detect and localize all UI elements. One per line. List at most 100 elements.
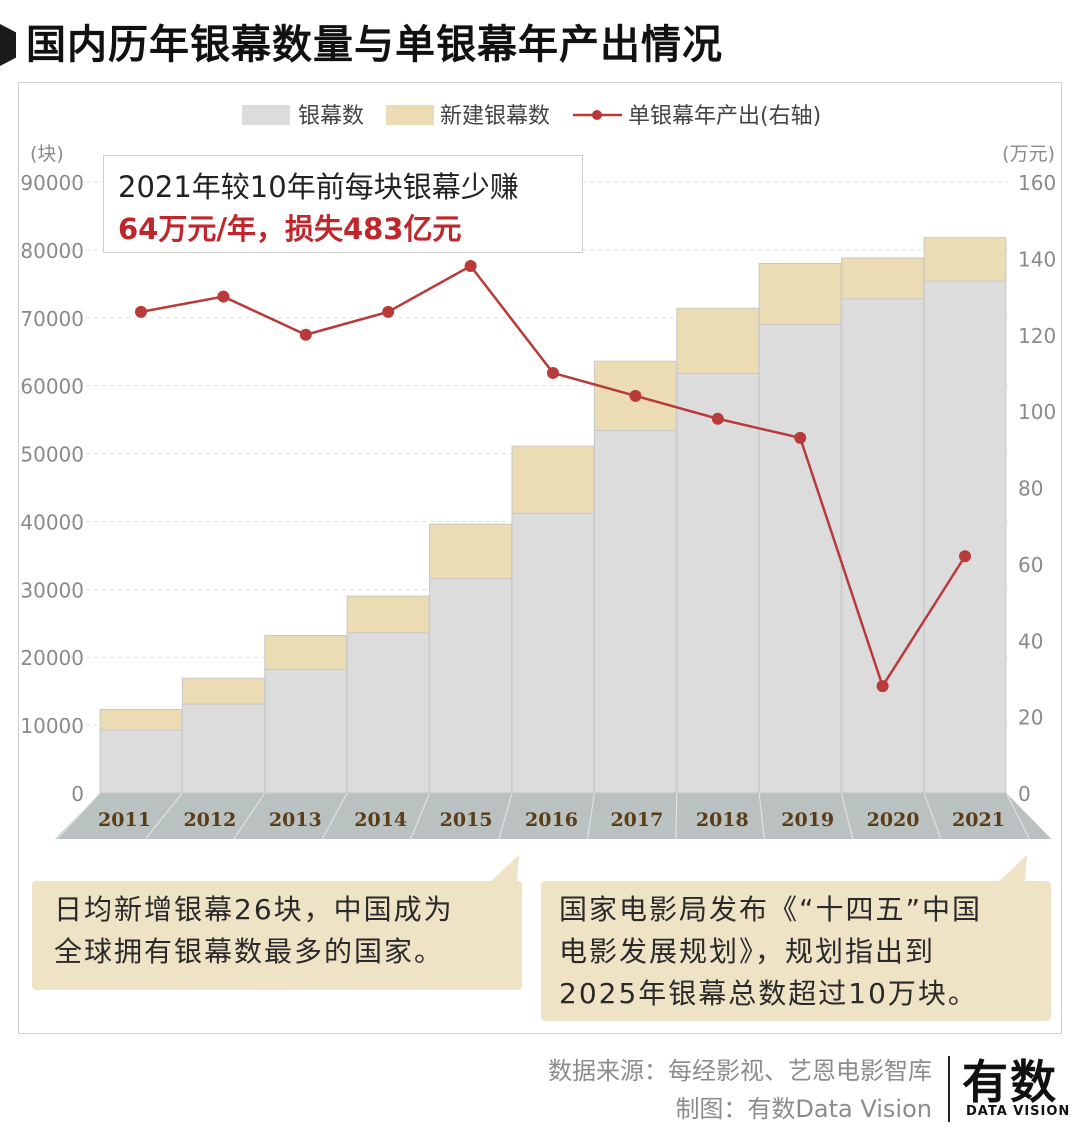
output-point xyxy=(629,389,642,402)
left-tick-label: 90000 xyxy=(20,171,84,195)
left-tick-label: 30000 xyxy=(20,578,84,602)
category-label: 2017 xyxy=(610,809,663,831)
bar-screens xyxy=(923,280,1007,794)
page-title: 国内历年银幕数量与单银幕年产出情况 xyxy=(26,22,723,68)
bar-screens xyxy=(676,372,760,794)
callout-highlight: 64万元/年，损失483亿元 xyxy=(118,212,462,246)
legend-marker-output xyxy=(592,110,602,120)
bar-screens xyxy=(593,429,677,794)
output-point xyxy=(299,328,312,341)
right-axis-unit: (万元) xyxy=(1002,143,1055,165)
logo-divider xyxy=(948,1056,950,1122)
ground-divider xyxy=(498,792,513,840)
bars xyxy=(99,237,1007,794)
note-left-line: 全球拥有银幕数最多的国家。 xyxy=(54,935,445,968)
axes: 0 10000 20000 30000 40000 50000 60000 70000 8000… xyxy=(20,143,1056,806)
ground-divider xyxy=(586,792,595,840)
left-tick-label: 60000 xyxy=(20,375,84,399)
bar-screens xyxy=(264,668,348,794)
category-label: 2015 xyxy=(440,809,493,831)
category-label: 2011 xyxy=(98,809,151,831)
bar-new-screens xyxy=(758,262,842,326)
bar-new-screens xyxy=(511,445,595,514)
ground-divider xyxy=(923,792,942,840)
ground-divider xyxy=(145,792,183,840)
left-tick-label: 80000 xyxy=(20,239,84,263)
header: 国内历年银幕数量与单银幕年产出情况 xyxy=(0,0,1080,80)
ground-divider xyxy=(675,792,678,840)
brand-logo: 有数 xyxy=(962,1055,1058,1109)
left-tick-label: 40000 xyxy=(20,510,84,534)
output-point xyxy=(876,680,889,693)
callout-text: 2021年较10年前每块银幕少赚 xyxy=(118,170,519,204)
ground-divider xyxy=(321,792,348,840)
credit-text: 制图：有数Data Vision xyxy=(675,1095,932,1123)
output-point xyxy=(217,290,230,303)
bar-new-screens xyxy=(346,595,430,634)
right-tick-label: 20 xyxy=(1018,706,1043,730)
output-point xyxy=(711,412,724,425)
ground-divider xyxy=(56,792,101,840)
bar-new-screens xyxy=(429,523,513,579)
bar-new-screens xyxy=(264,634,348,670)
bar-new-screens xyxy=(99,708,183,731)
ground-divider xyxy=(233,792,266,840)
legend-label-output: 单银幕年产出(右轴) xyxy=(628,104,821,129)
note-left: 日均新增银幕26块，中国成为 全球拥有银幕数最多的国家。 xyxy=(32,881,522,990)
bar-screens xyxy=(511,512,595,794)
bar-new-screens xyxy=(676,307,760,374)
bar-screens xyxy=(346,632,430,794)
ground-plane xyxy=(55,793,1052,839)
right-tick-label: 140 xyxy=(1018,247,1056,271)
ground-divider xyxy=(758,792,765,840)
left-axis-unit: (块) xyxy=(30,143,64,165)
ground-divider xyxy=(1005,792,1030,840)
category-label: 2020 xyxy=(867,809,920,831)
right-tick-label: 40 xyxy=(1018,629,1043,653)
output-point xyxy=(135,305,147,318)
right-tick-label: 160 xyxy=(1018,171,1056,195)
category-label: 2014 xyxy=(354,809,407,831)
category-label: 2021 xyxy=(952,809,1005,831)
ground-divider xyxy=(410,792,431,840)
left-tick-label: 50000 xyxy=(20,443,84,467)
bar-new-screens xyxy=(923,237,1007,282)
note-right-line: 国家电影局发布《“十四五”中国 xyxy=(559,893,983,926)
output-point xyxy=(547,366,559,379)
right-tick-label: 80 xyxy=(1018,477,1043,501)
source-block: 数据来源：每经影视、艺恩电影智库 制图：有数Data Vision xyxy=(548,1052,932,1128)
legend-label-screens: 银幕数 xyxy=(298,104,364,129)
legend-swatch-new-screens xyxy=(386,105,434,125)
right-tick-label: 100 xyxy=(1018,400,1056,424)
legend: 银幕数 新建银幕数 单银幕年产出(右轴) xyxy=(242,104,821,129)
left-tick-label: 70000 xyxy=(20,307,84,331)
category-label: 2012 xyxy=(183,809,236,831)
bar-new-screens xyxy=(181,677,265,705)
output-point xyxy=(464,260,477,273)
output-point xyxy=(794,431,807,444)
brand-logo-subtitle: DATA VISION xyxy=(966,1104,1071,1119)
right-tick-label: 120 xyxy=(1018,324,1056,348)
category-label: 2013 xyxy=(269,809,322,831)
left-tick-label: 0 xyxy=(71,782,84,806)
output-point xyxy=(959,550,971,563)
chart-ground: 2011 2012 2013 2014 2015 2016 2017 2018 2019 2020… xyxy=(55,792,1052,840)
callout-box: 2021年较10年前每块银幕少赚 64万元/年，损失483亿元 xyxy=(103,155,583,253)
left-tick-label: 20000 xyxy=(20,646,84,670)
right-tick-label: 60 xyxy=(1018,553,1043,577)
bar-new-screens xyxy=(841,257,925,300)
legend-swatch-screens xyxy=(242,105,290,125)
source-text: 数据来源：每经影视、艺恩电影智库 xyxy=(548,1057,932,1085)
note-right-line: 2025年银幕总数超过10万块。 xyxy=(559,977,978,1010)
bar-screens xyxy=(429,577,513,794)
title-marker xyxy=(0,24,16,66)
bar-screens xyxy=(99,729,183,794)
bar-screens xyxy=(181,703,265,794)
note-left-line: 日均新增银幕26块，中国成为 xyxy=(54,893,454,926)
bar-screens xyxy=(758,324,842,794)
left-tick-label: 10000 xyxy=(20,714,84,738)
note-right: 国家电影局发布《“十四五”中国 电影发展规划》，规划指出到 2025年银幕总数超… xyxy=(541,881,1051,1021)
category-label: 2019 xyxy=(781,809,834,831)
bar-screens xyxy=(841,298,925,794)
